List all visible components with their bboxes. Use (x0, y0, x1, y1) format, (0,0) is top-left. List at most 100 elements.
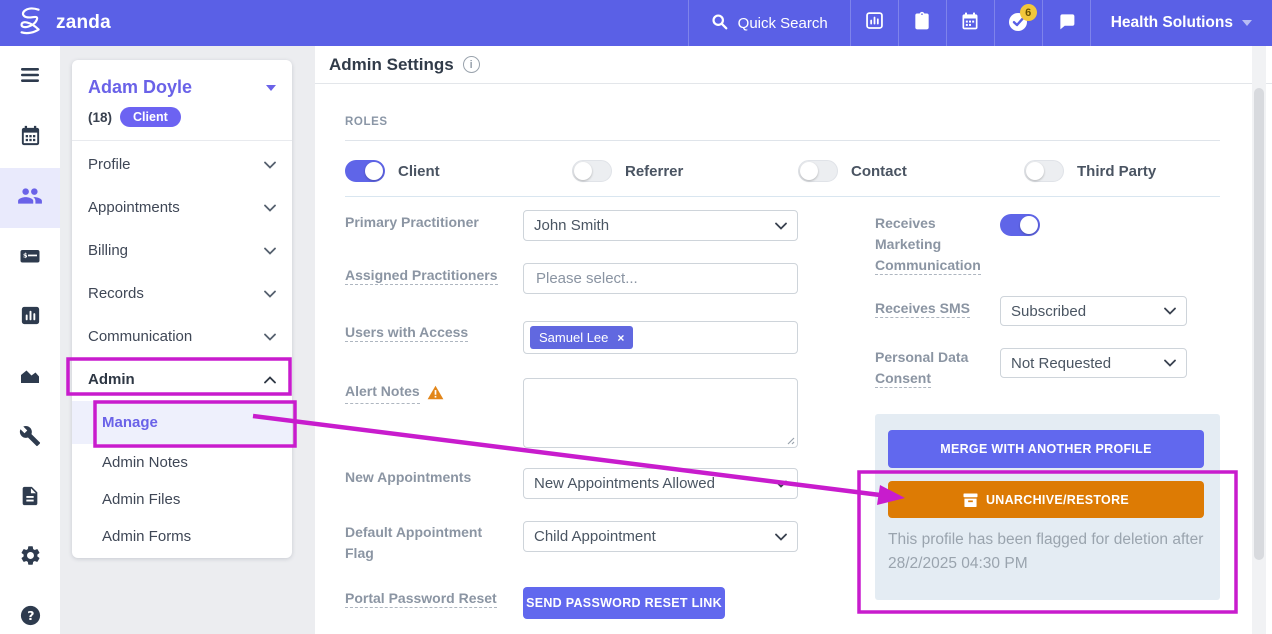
send-password-reset-button[interactable]: SEND PASSWORD RESET LINK (523, 587, 725, 619)
notes-nav-button[interactable] (897, 0, 946, 46)
submenu-item-manage[interactable]: Manage (72, 401, 292, 444)
rail-settings-button[interactable] (0, 528, 60, 588)
assigned-practitioners-label: Assigned Practitioners (345, 267, 498, 285)
admin-settings-content: ROLES Client Referrer Contact Third Part… (315, 84, 1272, 634)
rail-help-button[interactable]: ? (0, 588, 60, 634)
reports-nav-button[interactable] (849, 0, 898, 46)
referrer-toggle[interactable] (572, 160, 612, 182)
calendar-nav-button[interactable] (945, 0, 994, 46)
client-role-badge: Client (120, 107, 181, 127)
third-party-toggle[interactable] (1024, 160, 1064, 182)
rail-clients-button[interactable] (0, 168, 60, 228)
rail-reports-button[interactable] (0, 288, 60, 348)
top-navbar: zanda Quick Search (0, 0, 1272, 46)
rail-documents-button[interactable] (0, 468, 60, 528)
account-name: Health Solutions (1110, 14, 1233, 31)
role-toggle-referrer: Referrer (572, 160, 683, 182)
assigned-practitioners-input[interactable] (523, 263, 798, 294)
alert-notes-label: Alert Notes (345, 381, 444, 404)
quick-search-button[interactable]: Quick Search (687, 0, 850, 46)
people-icon (17, 183, 43, 214)
rail-tools-button[interactable] (0, 408, 60, 468)
icon-rail: $ (0, 46, 60, 634)
menu-item-communication[interactable]: Communication (72, 315, 292, 358)
chevron-down-icon (264, 290, 276, 298)
remove-tag-button[interactable]: × (617, 330, 625, 345)
alert-notes-textarea[interactable] (523, 378, 798, 448)
deletion-notice: This profile has been flagged for deleti… (888, 531, 1204, 573)
menu-item-billing[interactable]: Billing (72, 229, 292, 272)
question-circle-icon: ? (19, 604, 42, 632)
account-menu[interactable]: Health Solutions (1089, 0, 1272, 46)
client-panel-header: Adam Doyle (18) Client (72, 60, 292, 141)
receives-sms-select[interactable]: Subscribed (1000, 296, 1187, 326)
menu-item-admin[interactable]: Admin (72, 358, 292, 401)
chevron-down-icon (264, 333, 276, 341)
quick-search-label: Quick Search (737, 14, 828, 32)
archive-box-icon (963, 492, 978, 507)
role-toggle-client: Client (345, 160, 440, 182)
submenu-item-admin-forms[interactable]: Admin Forms (102, 528, 192, 545)
rail-billing-button[interactable]: $ (0, 228, 60, 288)
gear-icon (19, 544, 42, 572)
resize-handle[interactable] (785, 435, 795, 445)
submenu-item-admin-notes[interactable]: Admin Notes (102, 454, 188, 471)
submenu-item-admin-files[interactable]: Admin Files (102, 491, 181, 508)
area-chart-icon (18, 364, 42, 393)
user-tag: Samuel Lee × (530, 326, 634, 349)
role-toggle-contact: Contact (798, 160, 907, 182)
client-age: (18) (88, 109, 113, 125)
new-appointments-select[interactable]: New Appointments Allowed (523, 468, 798, 499)
divider (345, 140, 1220, 141)
primary-practitioner-select[interactable]: John Smith (523, 210, 798, 241)
menu-item-profile[interactable]: Profile (72, 143, 292, 186)
client-toggle[interactable] (345, 160, 385, 182)
chevron-down-icon (775, 533, 787, 541)
messages-nav-button[interactable] (1041, 0, 1090, 46)
tasks-nav-button[interactable]: 6 (993, 0, 1042, 46)
bar-chart-icon (864, 10, 885, 36)
marketing-communication-label: Receives Marketing Communication (875, 215, 981, 275)
portal-password-reset-label: Portal Password Reset (345, 590, 497, 608)
new-appointments-label: New Appointments (345, 469, 472, 485)
chevron-down-icon (266, 84, 276, 91)
profile-actions-panel: MERGE WITH ANOTHER PROFILE UNARCHIVE/RES… (875, 414, 1220, 600)
role-toggle-third-party: Third Party (1024, 160, 1156, 182)
chevron-down-icon (264, 247, 276, 255)
brand[interactable]: zanda (0, 4, 129, 43)
client-name: Adam Doyle (88, 77, 193, 97)
unarchive-restore-button[interactable]: UNARCHIVE/RESTORE (888, 481, 1204, 518)
users-with-access-label: Users with Access (345, 324, 469, 342)
marketing-toggle[interactable] (1000, 214, 1040, 236)
rail-analytics-button[interactable] (0, 348, 60, 408)
menu-toggle-button[interactable] (0, 46, 60, 108)
default-appointment-flag-label: Default Appointment Flag (345, 524, 483, 561)
client-menu: Profile Appointments Billing Records Com… (72, 141, 292, 555)
info-icon[interactable]: i (462, 56, 480, 73)
personal-data-consent-label: Personal Data Consent (875, 349, 969, 388)
menu-item-records[interactable]: Records (72, 272, 292, 315)
page-header: Admin Settings i (315, 46, 1272, 84)
scrollbar-thumb[interactable] (1254, 88, 1264, 560)
client-panel: Adam Doyle (18) Client Profile Appointme… (72, 60, 292, 558)
chevron-down-icon (264, 204, 276, 212)
receives-sms-label: Receives SMS (875, 300, 970, 318)
users-with-access-input[interactable]: Samuel Lee × (523, 321, 798, 354)
notification-badge: 6 (1019, 4, 1037, 21)
chevron-down-icon (775, 480, 787, 488)
calendar-icon (19, 124, 42, 152)
client-name-dropdown[interactable]: Adam Doyle (88, 77, 276, 98)
brand-name: zanda (56, 12, 111, 33)
invoice-icon: $ (18, 244, 42, 273)
document-icon (19, 485, 41, 512)
chat-bubble-icon (1056, 10, 1077, 36)
chevron-up-icon (264, 375, 276, 383)
merge-profile-button[interactable]: MERGE WITH ANOTHER PROFILE (888, 430, 1204, 468)
personal-data-consent-select[interactable]: Not Requested (1000, 348, 1187, 378)
svg-text:?: ? (27, 608, 34, 623)
rail-calendar-button[interactable] (0, 108, 60, 168)
chevron-down-icon (1242, 20, 1252, 26)
menu-item-appointments[interactable]: Appointments (72, 186, 292, 229)
contact-toggle[interactable] (798, 160, 838, 182)
default-appointment-flag-select[interactable]: Child Appointment (523, 521, 798, 552)
